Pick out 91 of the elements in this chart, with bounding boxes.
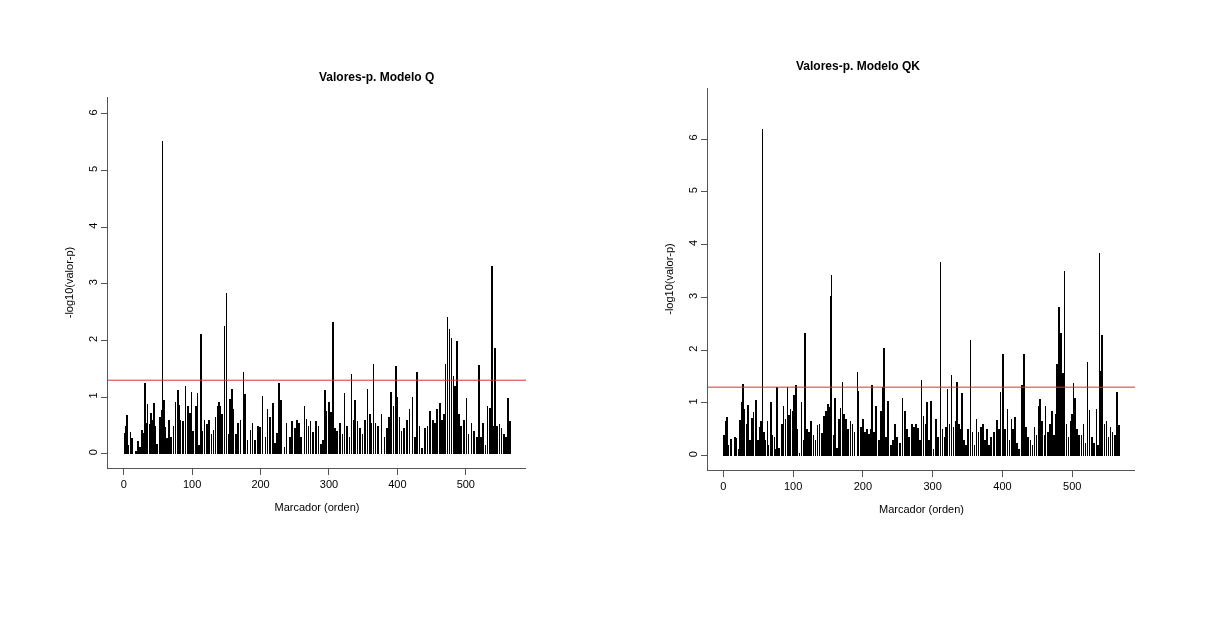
y-tick-label: 1 (686, 398, 699, 405)
bar (1058, 307, 1060, 456)
bar (1051, 411, 1053, 456)
y-tick-label: 4 (686, 239, 699, 247)
bar (776, 387, 778, 456)
bar (1116, 392, 1118, 456)
bar (206, 424, 208, 454)
bar (429, 411, 431, 454)
bar (730, 439, 732, 456)
bar (168, 420, 170, 454)
bar (456, 341, 458, 454)
bar (1039, 399, 1041, 456)
bar (871, 385, 873, 456)
y-axis-title: -log10(valor-p) (63, 246, 76, 319)
y-tick-label: 1 (86, 392, 99, 399)
x-tick-label: 0 (720, 480, 727, 493)
bar (328, 402, 330, 454)
bar (875, 406, 877, 456)
y-tick-label: 3 (86, 279, 99, 286)
bar (1023, 354, 1025, 456)
bar (439, 403, 441, 454)
x-axis-title: Marcador (orden) (274, 501, 360, 514)
y-tick-label: 2 (86, 335, 99, 342)
bar (416, 372, 418, 454)
bar (982, 424, 984, 456)
bar (200, 334, 202, 454)
bar (390, 392, 392, 454)
x-tick-label: 100 (182, 478, 202, 491)
bar (507, 398, 509, 454)
bar (795, 385, 797, 456)
bar (137, 441, 139, 454)
bar (980, 427, 982, 456)
bar (126, 415, 128, 454)
x-tick-label: 500 (456, 478, 475, 491)
bar (742, 384, 744, 456)
y-tick-label: 0 (86, 449, 99, 456)
bar (883, 348, 885, 456)
x-tick-label: 200 (251, 478, 270, 491)
bar (862, 419, 864, 456)
x-tick-label: 300 (923, 480, 942, 493)
bar (810, 421, 812, 456)
y-tick-label: 4 (86, 222, 99, 229)
bar (956, 382, 958, 456)
bar (747, 405, 749, 456)
bar (491, 266, 493, 454)
y-tick-label: 6 (86, 109, 99, 116)
chart-title: Valores-p. Modelo Q (319, 70, 435, 84)
y-tick-label: 3 (686, 292, 699, 299)
x-tick-label: 400 (388, 478, 407, 491)
x-tick-label: 100 (783, 480, 803, 493)
bar (339, 423, 341, 454)
bar (315, 421, 317, 454)
x-tick-label: 500 (1063, 480, 1082, 493)
bar (332, 322, 334, 454)
bar (1002, 354, 1004, 456)
bar (917, 428, 919, 456)
bar (926, 402, 928, 456)
bar (291, 421, 293, 454)
bar (996, 420, 998, 456)
bar (935, 419, 937, 456)
y-tick-label: 5 (686, 187, 699, 194)
bar (144, 383, 146, 454)
x-tick-label: 0 (120, 478, 127, 491)
bar (354, 400, 356, 454)
bar (961, 393, 963, 456)
y-axis-title: -log10(valor-p) (663, 243, 676, 315)
x-tick-label: 400 (993, 480, 1012, 493)
y-tick-label: 2 (686, 345, 699, 352)
bar (804, 333, 806, 456)
bar (894, 424, 896, 456)
x-axis-title: Marcador (orden) (879, 503, 964, 516)
bar (298, 423, 300, 454)
x-tick-label: 300 (319, 478, 339, 491)
bar (755, 400, 757, 456)
bar (208, 420, 210, 454)
y-tick-label: 5 (86, 165, 99, 173)
bar (395, 366, 397, 454)
bar (478, 365, 480, 454)
bar (272, 403, 274, 454)
bar (834, 398, 836, 456)
bar (986, 429, 988, 456)
bar (930, 401, 932, 456)
bar (1014, 417, 1016, 456)
bar (887, 401, 889, 456)
x-tick-label: 200 (853, 480, 873, 493)
bar (911, 424, 913, 456)
chart-title: Valores-p. Modelo QK (796, 59, 921, 73)
y-tick-label: 6 (686, 134, 699, 141)
bar (482, 423, 484, 454)
y-tick-label: 0 (686, 451, 699, 458)
bar (278, 383, 280, 454)
